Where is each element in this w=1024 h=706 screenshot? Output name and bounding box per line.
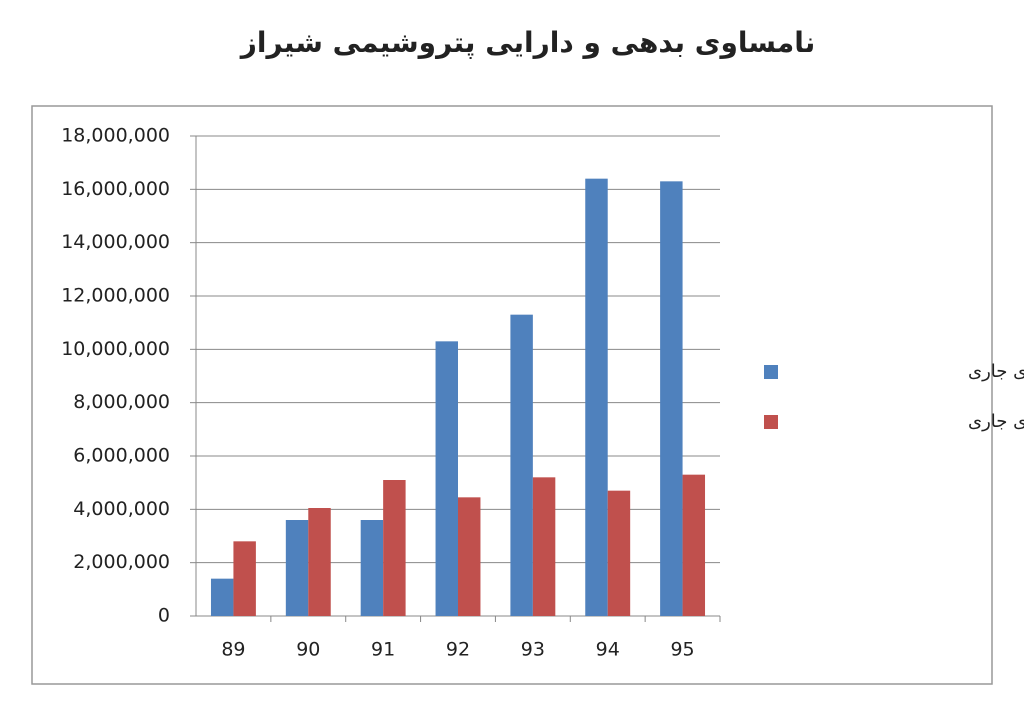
bar — [360, 520, 384, 616]
x-tick-label: 92 — [446, 639, 470, 661]
bar — [682, 474, 706, 616]
y-tick-label: 2,000,000 — [73, 551, 170, 573]
y-tick-label: 8,000,000 — [73, 391, 170, 413]
legend-label: جمع بدهی‌های جاری — [968, 361, 1024, 382]
y-tick-label: 12,000,000 — [61, 285, 170, 307]
x-tick-label: 89 — [221, 639, 245, 661]
y-tick-label: 6,000,000 — [73, 445, 170, 467]
chart-title: نامساوی بدهی و دارایی پتروشیمی شیراز — [239, 26, 815, 59]
bar — [308, 508, 331, 616]
y-tick-label: 18,000,000 — [61, 125, 170, 147]
bar — [532, 477, 556, 616]
y-tick-label: 14,000,000 — [61, 231, 170, 253]
bar — [233, 541, 256, 616]
y-tick-label: 0 — [158, 605, 170, 627]
legend-swatch — [764, 415, 778, 429]
x-tick-label: 93 — [521, 639, 545, 661]
x-tick-label: 95 — [670, 639, 694, 661]
bar — [585, 178, 608, 616]
bar — [210, 578, 234, 616]
y-tick-label: 16,000,000 — [61, 178, 170, 200]
legend-label: جمع دارایی‌های جاری — [968, 411, 1024, 432]
x-tick-label: 94 — [596, 639, 620, 661]
bar — [383, 480, 406, 616]
y-tick-label: 10,000,000 — [61, 338, 170, 360]
legend-swatch — [764, 365, 778, 379]
x-tick-label: 91 — [371, 639, 395, 661]
bar — [660, 181, 683, 617]
bar — [510, 314, 533, 616]
bar — [607, 490, 631, 616]
bar — [458, 497, 481, 616]
x-tick-label: 90 — [296, 639, 320, 661]
bar — [435, 341, 458, 616]
chart-frame — [31, 105, 993, 685]
bar — [285, 520, 309, 616]
y-tick-label: 4,000,000 — [73, 498, 170, 520]
